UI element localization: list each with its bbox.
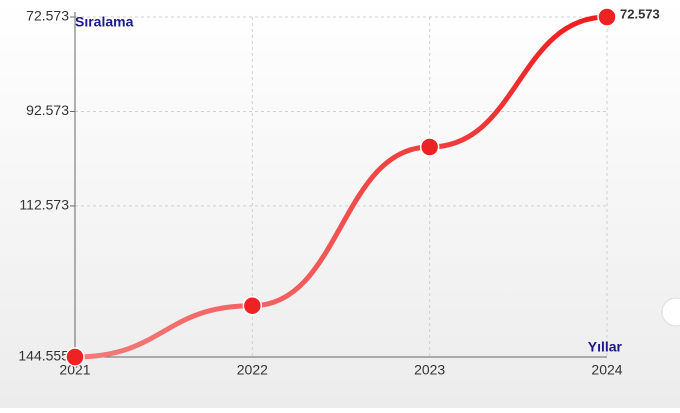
line (72, 14, 610, 360)
point (65, 347, 85, 367)
point (242, 295, 263, 316)
x-tick-label: 2022 (237, 362, 268, 378)
y-tick-label: 72.573 (26, 8, 69, 24)
x-tick-label: 2024 (591, 362, 622, 378)
x-tick-label: 2023 (414, 362, 445, 378)
y-tick-label: 144.555 (18, 348, 69, 364)
y-axis-label: Sıralama (75, 14, 134, 30)
data-label: 72.573 (620, 6, 660, 21)
y-tick-label: 92.573 (26, 102, 69, 118)
x-axis-label: Yıllar (588, 339, 623, 355)
point (419, 137, 440, 157)
point (597, 7, 617, 27)
x-tick-label: 2021 (59, 362, 90, 378)
y-tick-label: 112.573 (19, 197, 69, 213)
side-button[interactable] (661, 297, 680, 327)
